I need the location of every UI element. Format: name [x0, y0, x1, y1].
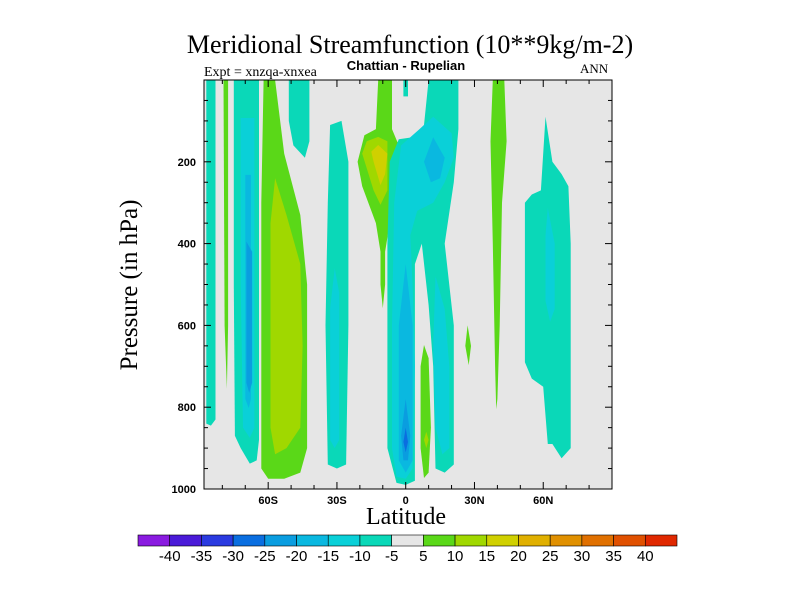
- x-tick-label: 30S: [327, 495, 347, 507]
- colorbar-label: 15: [478, 548, 495, 565]
- season-label: ANN: [580, 61, 609, 76]
- contour-region: [288, 80, 310, 158]
- colorbar-label: -25: [254, 548, 276, 565]
- y-tick-label: 200: [178, 157, 196, 169]
- contour-region: [490, 80, 507, 410]
- y-tick-label: 1000: [172, 484, 196, 496]
- contour-region: [371, 145, 388, 186]
- colorbar-swatch: [454, 534, 488, 547]
- contour-region: [545, 208, 555, 322]
- chart-title: Meridional Streamfunction (10**9kg/m-2): [186, 30, 634, 59]
- colorbar-swatch: [359, 534, 392, 547]
- colorbar-label: 10: [447, 548, 464, 565]
- chart-subtitle: Chattian - Rupelian: [346, 58, 466, 73]
- colorbar-swatch: [549, 534, 583, 547]
- contour-region: [403, 427, 408, 453]
- colorbar-label: -30: [222, 548, 244, 565]
- contour-region: [270, 178, 303, 455]
- colorbar-swatch: [232, 534, 266, 547]
- contour-region: [420, 345, 431, 478]
- experiment-label: Expt = xnzqa-xnxea: [204, 65, 317, 80]
- colorbar-label: -5: [385, 548, 398, 565]
- colorbar-swatch: [423, 534, 456, 547]
- contour-region: [465, 325, 471, 366]
- colorbar-swatch: [169, 534, 202, 547]
- colorbar-label: 25: [542, 548, 559, 565]
- colorbar-label: -15: [317, 548, 339, 565]
- colorbar-swatch: [486, 534, 519, 547]
- contour-region: [398, 264, 413, 473]
- colorbar-label: -10: [349, 548, 371, 565]
- colorbar-swatch: [296, 534, 329, 547]
- y-tick-label: 800: [178, 402, 196, 414]
- contour-region: [246, 241, 253, 393]
- colorbar-label: 30: [574, 548, 591, 565]
- colorbar-swatch: [518, 534, 551, 547]
- plot-frame: [203, 79, 613, 490]
- colorbar-label: -40: [159, 548, 181, 565]
- colorbar-label: 35: [605, 548, 622, 565]
- colorbar-swatch: [327, 534, 361, 547]
- x-tick-label: 60N: [533, 495, 553, 507]
- y-tick-label: 600: [178, 320, 196, 332]
- axis-ticks: 60S 30S 0 30N 60N 200 400 600 800 1000: [172, 80, 613, 507]
- x-axis-label: Latitude: [366, 504, 446, 530]
- colorbar-label: 20: [510, 548, 527, 565]
- contour-region: [206, 80, 216, 426]
- colorbar-swatch: [644, 534, 678, 547]
- colorbar-swatch: [264, 534, 297, 547]
- colorbar-swatch: [391, 534, 424, 547]
- contour-region: [433, 276, 450, 455]
- contour-region: [223, 80, 229, 389]
- colorbar-swatch: [201, 534, 234, 547]
- colorbar-label: -20: [286, 548, 308, 565]
- y-tick-label: 400: [178, 239, 196, 251]
- colorbar-label: 5: [419, 548, 427, 565]
- contour-region: [330, 268, 340, 449]
- colorbar-label: -35: [191, 548, 213, 565]
- colorbar-swatch: [581, 534, 614, 547]
- x-tick-label: 30N: [464, 495, 484, 507]
- colorbar-swatch: [137, 534, 171, 547]
- colorbar-swatch: [613, 534, 646, 547]
- colorbar: -40 -35 -30 -25 -20 -15 -10 -5 5 10 15 20 25 30 35 40: [137, 534, 678, 565]
- x-tick-label: 0: [403, 495, 409, 507]
- contour-region: [403, 80, 408, 97]
- x-tick-label: 60S: [258, 495, 278, 507]
- contour-regions: [206, 80, 571, 485]
- contour-region: [424, 137, 445, 183]
- contour-region: [424, 431, 429, 449]
- colorbar-label: 40: [637, 548, 654, 565]
